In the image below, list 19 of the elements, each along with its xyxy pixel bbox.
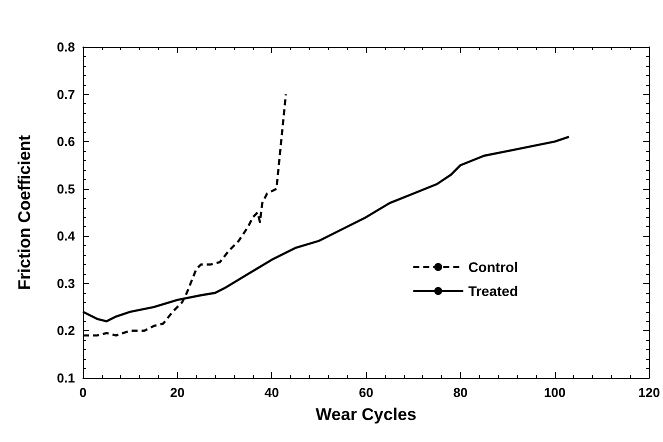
- x-tick-label: 60: [358, 385, 374, 400]
- x-tick-label: 40: [264, 385, 279, 400]
- x-tick-label: 0: [79, 385, 87, 400]
- x-axis-title: Wear Cycles: [316, 405, 416, 424]
- y-tick-label: 0.2: [56, 323, 75, 338]
- legend-label: Treated: [468, 283, 518, 299]
- y-axis-title: Friction Coefficient: [15, 134, 34, 290]
- y-tick-label: 0.8: [56, 40, 75, 54]
- x-tick-label: 100: [544, 385, 566, 400]
- y-tick-label: 0.7: [56, 86, 75, 102]
- y-tick-label: 0.1: [56, 370, 75, 386]
- y-tick-label: 0.6: [56, 134, 75, 150]
- x-tick-label: 120: [638, 385, 660, 400]
- y-tick-label: 0.5: [56, 181, 75, 196]
- y-tick-label: 0.4: [56, 228, 76, 244]
- x-tick-label: 20: [170, 385, 185, 400]
- legend-label: Control: [468, 259, 518, 275]
- y-tick-label: 0.3: [56, 276, 75, 291]
- x-tick-label: 80: [453, 385, 468, 400]
